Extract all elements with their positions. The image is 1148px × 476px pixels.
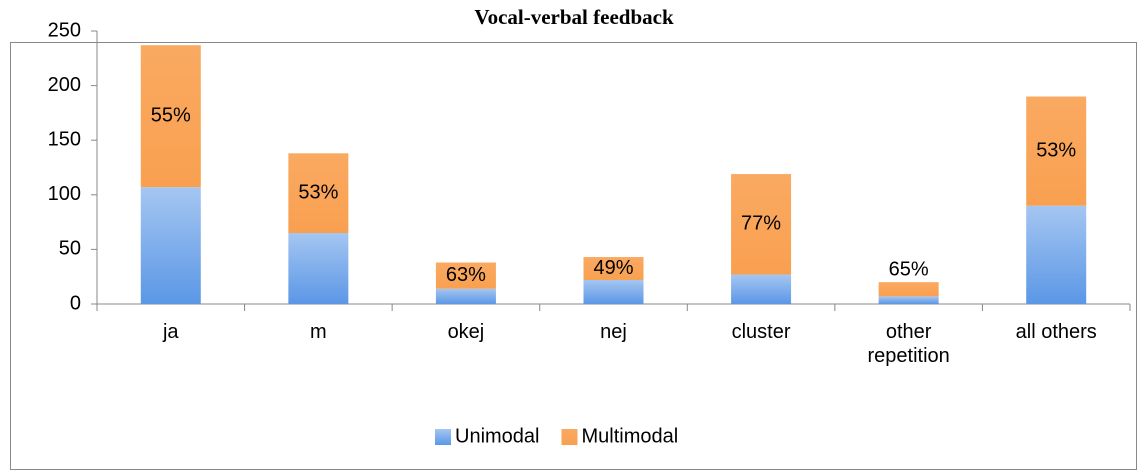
bar-segment bbox=[288, 233, 349, 304]
y-tick-label: 250 bbox=[48, 19, 81, 41]
bar-segment bbox=[1026, 205, 1087, 304]
bar-segment bbox=[731, 174, 792, 275]
bar-segment bbox=[878, 282, 939, 297]
chart-frame bbox=[10, 42, 1137, 470]
share-label: 53% bbox=[298, 181, 338, 203]
share-label: 77% bbox=[741, 213, 781, 235]
share-label: 63% bbox=[446, 264, 486, 286]
y-tick-label: 100 bbox=[48, 183, 81, 205]
x-tick-label: nej bbox=[600, 321, 627, 343]
x-tick-label: okej bbox=[447, 321, 485, 343]
x-tick-label: m bbox=[310, 321, 327, 343]
legend-label: Multimodal bbox=[581, 425, 678, 447]
chart-title: Vocal-verbal feedback bbox=[474, 5, 674, 29]
bar-segment bbox=[583, 279, 644, 304]
bar-segment bbox=[288, 153, 349, 234]
bar-segment bbox=[140, 45, 201, 188]
share-label: 49% bbox=[593, 257, 633, 279]
legend-swatch bbox=[561, 429, 578, 445]
share-label: 55% bbox=[151, 104, 191, 126]
x-tick-label: cluster bbox=[731, 321, 791, 343]
x-tick-label: ja bbox=[162, 321, 179, 343]
bar-segment bbox=[878, 296, 939, 304]
share-label: 53% bbox=[1036, 139, 1076, 161]
bar-segment bbox=[583, 257, 644, 280]
share-label: 65% bbox=[889, 258, 929, 280]
bar-segment bbox=[140, 187, 201, 304]
bar-segment bbox=[435, 288, 496, 304]
y-tick-label: 0 bbox=[70, 292, 81, 314]
legend-label: Unimodal bbox=[455, 425, 539, 447]
y-tick-label: 150 bbox=[48, 128, 81, 150]
bar-segment bbox=[1026, 96, 1087, 206]
bar-segment bbox=[435, 262, 496, 289]
x-tick-label: other repetition bbox=[867, 321, 950, 367]
y-tick-label: 50 bbox=[59, 238, 81, 260]
x-tick-label: all others bbox=[1015, 321, 1097, 343]
legend-swatch bbox=[435, 429, 451, 445]
y-tick-label: 200 bbox=[48, 74, 81, 96]
bar-segment bbox=[731, 274, 792, 304]
